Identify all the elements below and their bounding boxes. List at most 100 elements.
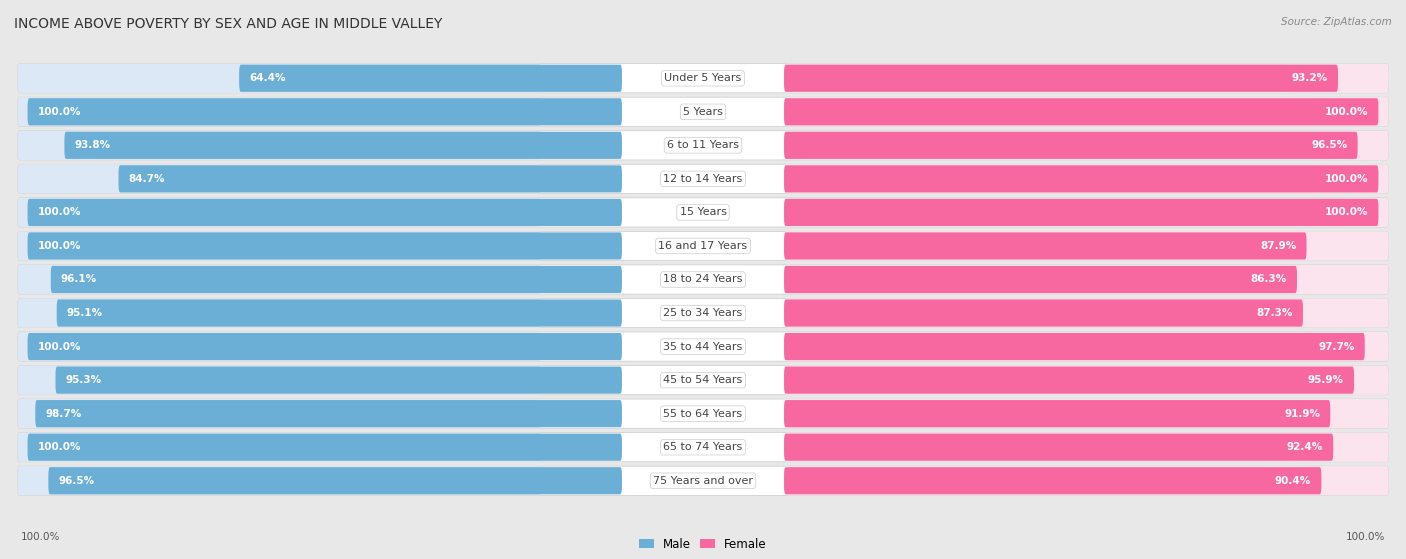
FancyBboxPatch shape — [17, 366, 1389, 395]
Text: 84.7%: 84.7% — [128, 174, 165, 184]
FancyBboxPatch shape — [785, 233, 1306, 259]
FancyBboxPatch shape — [17, 198, 541, 227]
FancyBboxPatch shape — [17, 164, 1389, 193]
FancyBboxPatch shape — [17, 399, 1389, 428]
FancyBboxPatch shape — [28, 434, 621, 461]
Text: 100.0%: 100.0% — [38, 207, 82, 217]
Text: 95.3%: 95.3% — [66, 375, 101, 385]
FancyBboxPatch shape — [17, 64, 541, 93]
FancyBboxPatch shape — [785, 300, 1303, 326]
Text: 45 to 54 Years: 45 to 54 Years — [664, 375, 742, 385]
FancyBboxPatch shape — [55, 367, 621, 394]
FancyBboxPatch shape — [17, 466, 1389, 495]
FancyBboxPatch shape — [785, 399, 1389, 428]
FancyBboxPatch shape — [65, 132, 621, 159]
Text: 5 Years: 5 Years — [683, 107, 723, 117]
FancyBboxPatch shape — [785, 131, 1389, 160]
Text: 16 and 17 Years: 16 and 17 Years — [658, 241, 748, 251]
FancyBboxPatch shape — [785, 164, 1389, 193]
FancyBboxPatch shape — [28, 233, 621, 259]
Text: 35 to 44 Years: 35 to 44 Years — [664, 342, 742, 352]
Text: 96.1%: 96.1% — [60, 274, 97, 285]
Text: 98.7%: 98.7% — [45, 409, 82, 419]
Text: 97.7%: 97.7% — [1319, 342, 1354, 352]
Text: 6 to 11 Years: 6 to 11 Years — [666, 140, 740, 150]
Text: 93.2%: 93.2% — [1292, 73, 1327, 83]
Text: 12 to 14 Years: 12 to 14 Years — [664, 174, 742, 184]
FancyBboxPatch shape — [17, 131, 1389, 160]
FancyBboxPatch shape — [785, 467, 1322, 494]
FancyBboxPatch shape — [17, 265, 541, 294]
FancyBboxPatch shape — [785, 198, 1389, 227]
Text: 86.3%: 86.3% — [1250, 274, 1286, 285]
FancyBboxPatch shape — [785, 98, 1378, 125]
Text: 15 Years: 15 Years — [679, 207, 727, 217]
Text: 90.4%: 90.4% — [1275, 476, 1312, 486]
FancyBboxPatch shape — [17, 164, 541, 193]
Text: INCOME ABOVE POVERTY BY SEX AND AGE IN MIDDLE VALLEY: INCOME ABOVE POVERTY BY SEX AND AGE IN M… — [14, 17, 443, 31]
Text: Under 5 Years: Under 5 Years — [665, 73, 741, 83]
Text: 55 to 64 Years: 55 to 64 Years — [664, 409, 742, 419]
Text: 92.4%: 92.4% — [1286, 442, 1323, 452]
Legend: Male, Female: Male, Female — [634, 533, 772, 555]
Text: 64.4%: 64.4% — [249, 73, 285, 83]
FancyBboxPatch shape — [17, 332, 1389, 361]
FancyBboxPatch shape — [785, 433, 1389, 462]
FancyBboxPatch shape — [785, 64, 1389, 93]
FancyBboxPatch shape — [785, 266, 1296, 293]
FancyBboxPatch shape — [785, 367, 1354, 394]
FancyBboxPatch shape — [785, 65, 1339, 92]
Text: 96.5%: 96.5% — [59, 476, 94, 486]
Text: 95.1%: 95.1% — [67, 308, 103, 318]
Text: 75 Years and over: 75 Years and over — [652, 476, 754, 486]
FancyBboxPatch shape — [785, 333, 1365, 360]
FancyBboxPatch shape — [785, 466, 1389, 495]
Text: 100.0%: 100.0% — [38, 442, 82, 452]
Text: 87.9%: 87.9% — [1260, 241, 1296, 251]
FancyBboxPatch shape — [17, 433, 541, 462]
Text: 87.3%: 87.3% — [1257, 308, 1292, 318]
FancyBboxPatch shape — [239, 65, 621, 92]
FancyBboxPatch shape — [17, 265, 1389, 294]
Text: 100.0%: 100.0% — [1324, 207, 1368, 217]
FancyBboxPatch shape — [785, 132, 1358, 159]
Text: Source: ZipAtlas.com: Source: ZipAtlas.com — [1281, 17, 1392, 27]
FancyBboxPatch shape — [28, 333, 621, 360]
FancyBboxPatch shape — [785, 400, 1330, 427]
FancyBboxPatch shape — [785, 299, 1389, 328]
Text: 91.9%: 91.9% — [1284, 409, 1320, 419]
FancyBboxPatch shape — [785, 366, 1389, 395]
Text: 100.0%: 100.0% — [1324, 107, 1368, 117]
FancyBboxPatch shape — [17, 332, 541, 361]
Text: 100.0%: 100.0% — [38, 107, 82, 117]
FancyBboxPatch shape — [48, 467, 621, 494]
FancyBboxPatch shape — [785, 97, 1389, 126]
Text: 100.0%: 100.0% — [38, 342, 82, 352]
FancyBboxPatch shape — [17, 366, 541, 395]
FancyBboxPatch shape — [785, 231, 1389, 260]
Text: 100.0%: 100.0% — [1324, 174, 1368, 184]
Text: 93.8%: 93.8% — [75, 140, 111, 150]
FancyBboxPatch shape — [17, 231, 541, 260]
FancyBboxPatch shape — [35, 400, 621, 427]
FancyBboxPatch shape — [785, 199, 1378, 226]
FancyBboxPatch shape — [17, 433, 1389, 462]
FancyBboxPatch shape — [17, 299, 541, 328]
FancyBboxPatch shape — [17, 231, 1389, 260]
Text: 100.0%: 100.0% — [21, 532, 60, 542]
Text: 95.9%: 95.9% — [1308, 375, 1344, 385]
FancyBboxPatch shape — [17, 299, 1389, 328]
Text: 100.0%: 100.0% — [38, 241, 82, 251]
FancyBboxPatch shape — [785, 265, 1389, 294]
FancyBboxPatch shape — [51, 266, 621, 293]
FancyBboxPatch shape — [17, 97, 1389, 126]
FancyBboxPatch shape — [28, 199, 621, 226]
Text: 100.0%: 100.0% — [1346, 532, 1385, 542]
FancyBboxPatch shape — [785, 165, 1378, 192]
FancyBboxPatch shape — [17, 399, 541, 428]
Text: 65 to 74 Years: 65 to 74 Years — [664, 442, 742, 452]
FancyBboxPatch shape — [785, 332, 1389, 361]
Text: 18 to 24 Years: 18 to 24 Years — [664, 274, 742, 285]
FancyBboxPatch shape — [56, 300, 621, 326]
FancyBboxPatch shape — [118, 165, 621, 192]
